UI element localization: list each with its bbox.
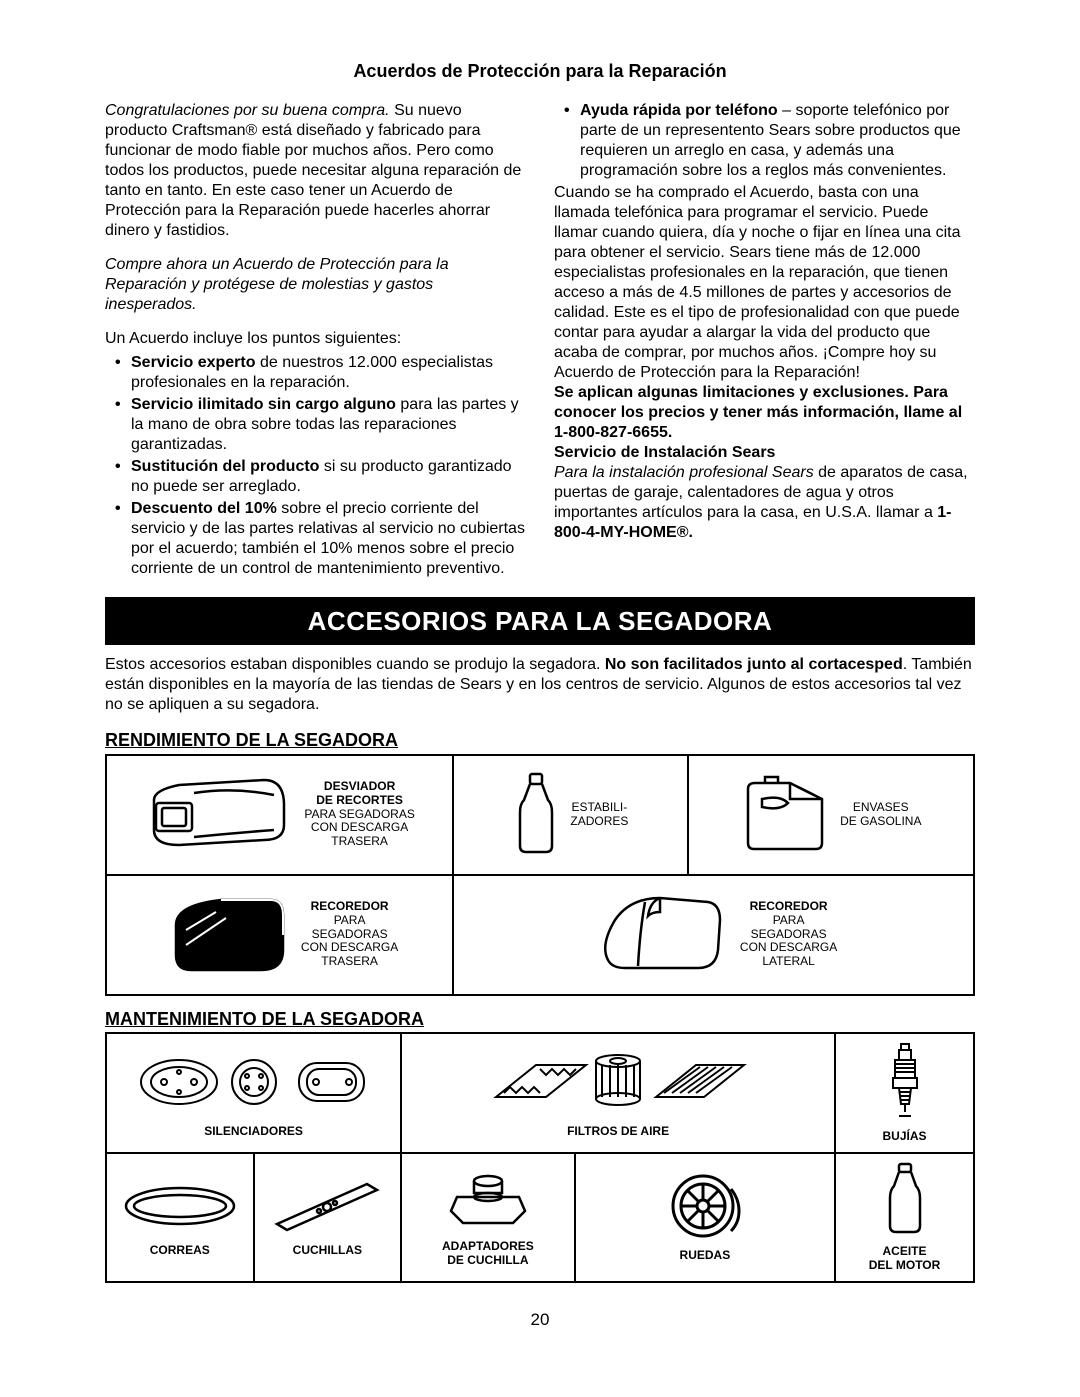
left-column: Congratulaciones por su buena compra. Su…: [105, 101, 526, 581]
list-item: Ayuda rápida por teléfono – soporte tele…: [568, 101, 975, 181]
gascan-icon: [740, 775, 830, 855]
sparkplug-icon: [885, 1042, 925, 1122]
cell-envases: ENVASES DE GASOLINA: [688, 755, 974, 875]
label-rest: PARA SEGADORAS CON DESCARGA TRASERA: [301, 914, 398, 969]
mufflers-icon: [134, 1047, 374, 1117]
left-para-2: Compre ahora un Acuerdo de Protección pa…: [105, 255, 526, 315]
label-head: RECOREDOR: [301, 900, 398, 914]
left-p1-rest: Su nuevo producto Craftsman® está diseña…: [105, 102, 521, 239]
estabilizadores-label: ESTABILI- ZADORES: [570, 801, 628, 829]
right-para-4: Para la instalación profesional Sears de…: [554, 463, 975, 543]
maintenance-table: SILENCIADORES FILTROS DE AIRE: [105, 1032, 975, 1283]
bag-side-icon: [590, 890, 730, 980]
cell-bujias: BUJÍAS: [835, 1033, 974, 1153]
label-rest: PARA SEGADORAS CON DESCARGA LATERAL: [740, 914, 837, 969]
cell-recoredor-trasera: RECOREDOR PARA SEGADORAS CON DESCARGA TR…: [106, 875, 453, 995]
recoredor-l-label: RECOREDOR PARA SEGADORAS CON DESCARGA LA…: [740, 900, 837, 969]
li-head: Servicio experto: [131, 354, 256, 371]
intro-a: Estos accesorios estaban disponibles cua…: [105, 656, 605, 673]
performance-table: DESVIADOR DE RECORTES PARA SEGADORAS CON…: [105, 754, 975, 996]
cuchillas-label: CUCHILLAS: [293, 1244, 362, 1258]
page-number: 20: [105, 1309, 975, 1330]
left-para-1: Congratulaciones por su buena compra. Su…: [105, 101, 526, 241]
list-item: Descuento del 10% sobre el precio corrie…: [119, 499, 526, 579]
intro-bold: No son facilitados junto al cortacesped: [605, 656, 903, 673]
cell-adaptadores: ADAPTADORES DE CUCHILLA: [401, 1153, 575, 1282]
recoredor-t-label: RECOREDOR PARA SEGADORAS CON DESCARGA TR…: [301, 900, 398, 969]
bujias-label: BUJÍAS: [883, 1130, 927, 1144]
cell-silenciadores: SILENCIADORES: [106, 1033, 401, 1153]
label-rest: PARA SEGADORAS CON DESCARGA TRASERA: [304, 808, 414, 849]
accessories-banner: ACCESORIOS PARA LA SEGADORA: [105, 597, 975, 646]
blade-icon: [267, 1176, 387, 1236]
right-column: Ayuda rápida por teléfono – soporte tele…: [554, 101, 975, 581]
left-list-intro: Un Acuerdo incluye los puntos siguientes…: [105, 329, 526, 349]
label-head: RECOREDOR: [740, 900, 837, 914]
deflector-icon: [144, 775, 294, 855]
li-head: Servicio ilimitado sin cargo alguno: [131, 396, 396, 413]
right-bullet-list: Ayuda rápida por teléfono – soporte tele…: [554, 101, 975, 181]
cell-recoredor-lateral: RECOREDOR PARA SEGADORAS CON DESCARGA LA…: [453, 875, 974, 995]
aceite-label: ACEITE DEL MOTOR: [869, 1245, 941, 1273]
left-bullet-list: Servicio experto de nuestros 12.000 espe…: [105, 353, 526, 579]
cell-aceite: ACEITE DEL MOTOR: [835, 1153, 974, 1282]
filtros-label: FILTROS DE AIRE: [567, 1125, 669, 1139]
envases-label: ENVASES DE GASOLINA: [840, 801, 921, 829]
bag-rear-icon: [161, 890, 291, 980]
oil-icon: [884, 1162, 926, 1237]
desviador-label: DESVIADOR DE RECORTES PARA SEGADORAS CON…: [304, 780, 414, 849]
adaptadores-label: ADAPTADORES DE CUCHILLA: [442, 1240, 534, 1268]
cell-ruedas: RUEDAS: [575, 1153, 835, 1282]
ruedas-label: RUEDAS: [680, 1249, 731, 1263]
cell-estabilizadores: ESTABILI- ZADORES: [453, 755, 687, 875]
cell-desviador: DESVIADOR DE RECORTES PARA SEGADORAS CON…: [106, 755, 453, 875]
correas-label: CORREAS: [150, 1244, 210, 1258]
belt-icon: [120, 1176, 240, 1236]
page-title: Acuerdos de Protección para la Reparació…: [105, 60, 975, 83]
right-p4-italic: Para la instalación profesional Sears: [554, 464, 814, 481]
label-head: DESVIADOR DE RECORTES: [304, 780, 414, 808]
li-head: Sustitución del producto: [131, 458, 319, 475]
left-p1-italic: Congratulaciones por su buena compra.: [105, 102, 390, 119]
accessories-intro: Estos accesorios estaban disponibles cua…: [105, 655, 975, 715]
list-item: Servicio ilimitado sin cargo alguno para…: [119, 395, 526, 455]
list-item: Sustitución del producto si su producto …: [119, 457, 526, 497]
maintenance-heading: MANTENIMIENTO DE LA SEGADORA: [105, 1008, 975, 1031]
performance-heading: RENDIMIENTO DE LA SEGADORA: [105, 729, 975, 752]
airfilters-icon: [488, 1047, 748, 1117]
two-column-body: Congratulaciones por su buena compra. Su…: [105, 101, 975, 581]
silenciadores-label: SILENCIADORES: [204, 1125, 303, 1139]
cell-filtros: FILTROS DE AIRE: [401, 1033, 835, 1153]
cell-correas: CORREAS: [106, 1153, 254, 1282]
right-para-3-bold: Se aplican algunas limitaciones y exclus…: [554, 383, 975, 463]
list-item: Servicio experto de nuestros 12.000 espe…: [119, 353, 526, 393]
bottle-icon: [512, 772, 560, 857]
li-head: Ayuda rápida por teléfono: [580, 102, 778, 119]
adapter-icon: [443, 1167, 533, 1232]
wheel-icon: [665, 1171, 745, 1241]
cell-cuchillas: CUCHILLAS: [254, 1153, 402, 1282]
right-para-2: Cuando se ha comprado el Acuerdo, basta …: [554, 183, 975, 383]
li-head: Descuento del 10%: [131, 500, 277, 517]
